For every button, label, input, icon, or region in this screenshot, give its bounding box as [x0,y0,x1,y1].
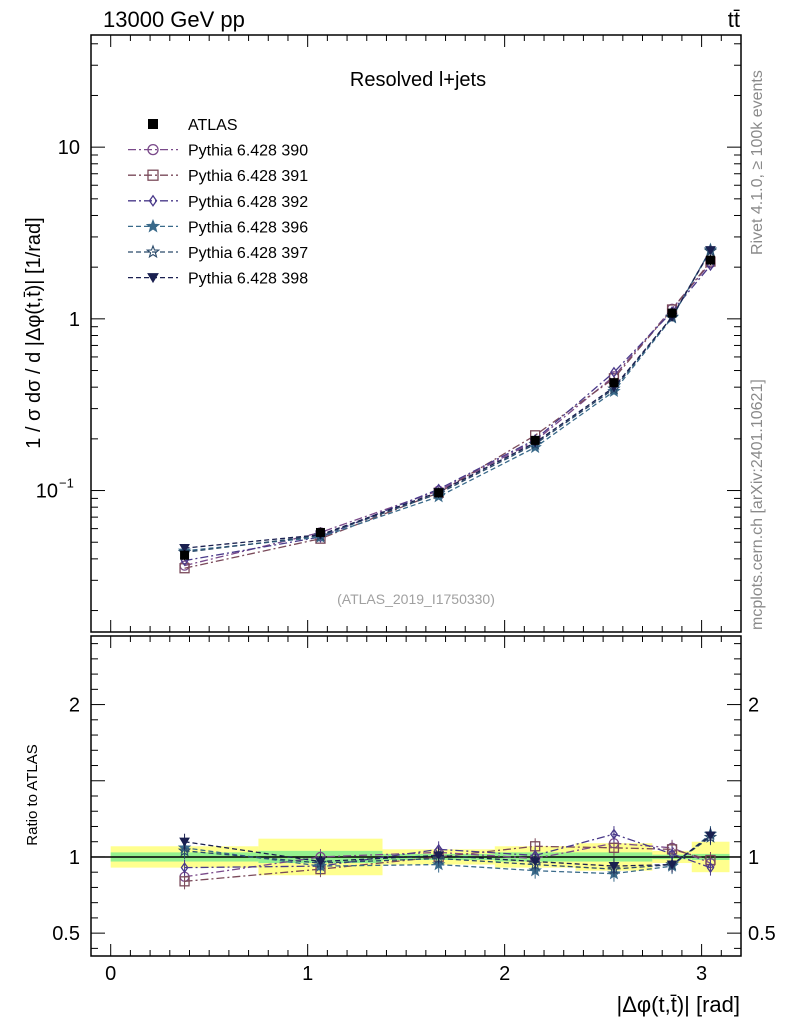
legend-label: Pythia 6.428 392 [188,194,308,211]
series-point-ratio [608,861,620,872]
series-line-main [184,261,711,569]
ratio-tick-label-right: 0.5 [748,923,776,945]
y-tick-label: 10 [36,481,58,503]
series-line-main [184,250,712,553]
data-point [180,550,190,560]
series-point-main [179,563,190,574]
ratio-tick-label-right: 2 [748,695,759,717]
legend-marker [147,169,159,181]
y-axis-label: 1 / σ dσ / d |Δφ(t,t̄)| [1/rad] [23,217,45,448]
legend-marker [148,194,158,207]
legend-label: Pythia 6.428 391 [188,168,308,185]
series-point-ratio [179,837,190,847]
ratio-panel: 0 1 2 3 0.5 0.5 1 1 2 2 Ratio to ATLAS [24,635,776,985]
x-tick-label: 1 [302,963,313,985]
legend-label: Pythia 6.428 396 [188,219,308,236]
legend-label: Pythia 6.428 397 [188,245,308,262]
ratio-y-axis-label: Ratio to ATLAS [24,744,41,845]
series-line-main [184,262,711,567]
x-tick-label: 3 [696,963,707,985]
y-tick-exponent: −1 [59,476,74,491]
legend-label: Pythia 6.428 390 [188,143,308,160]
data-point [705,255,715,265]
series-point-ratio [179,876,190,887]
rivet-version-label: Rivet 4.1.0, ≥ 100k events [749,70,766,255]
series-point-ratio [610,828,618,840]
series-point-ratio [706,861,715,874]
series-point-main [179,544,190,554]
series-point-main [705,246,716,256]
energy-label: 13000 GeV pp [103,7,245,32]
series-line-main [184,249,712,552]
analysis-watermark: (ATLAS_2019_I1750330) [337,591,495,607]
mcplots-label: mcplots.cern.ch [arXiv:2401.10621] [749,379,766,630]
series-point-main [610,366,618,378]
chart-title: Resolved l+jets [350,69,486,91]
ratio-tick-label-left: 1 [69,847,80,869]
series-line-main [184,249,712,549]
ratio-tick-label-left: 2 [69,695,80,717]
y-tick-label: 10 [58,137,80,159]
data-point [530,435,540,445]
data-point [315,527,325,537]
x-axis-label: |Δφ(t,t̄)| [rad] [616,992,740,1017]
series-point-ratio [433,851,445,861]
ratio-tick-label-left: 0.5 [52,923,80,945]
series-point-ratio [666,860,678,870]
series-point-ratio [177,843,192,857]
series-point-ratio [705,831,716,841]
ratio-tick-label-right: 1 [748,847,759,869]
legend-label-atlas: ATLAS [188,117,238,134]
series-point-ratio [315,857,326,867]
series-line-main [184,265,711,562]
x-tick-label: 2 [499,963,510,985]
legend-marker [145,244,161,259]
series-point-ratio [180,861,189,874]
series-point-ratio [529,857,541,867]
data-point [609,378,619,388]
legend-marker [145,218,161,233]
data-point [667,308,677,318]
process-label: tt̄ [728,7,740,32]
legend-marker [147,273,159,284]
series-point-ratio [608,842,620,853]
ratio-frame [90,635,742,957]
legend-label: Pythia 6.428 398 [188,271,308,288]
legend-marker-atlas [148,119,158,129]
x-tick-label: 0 [105,963,116,985]
y-tick-label: 1 [69,309,80,331]
data-point [434,488,444,498]
legend: ATLAS Pythia 6.428 390 Pythia 6.428 391 Pyt… [128,117,308,288]
main-frame [90,34,742,633]
legend-marker [147,143,159,156]
